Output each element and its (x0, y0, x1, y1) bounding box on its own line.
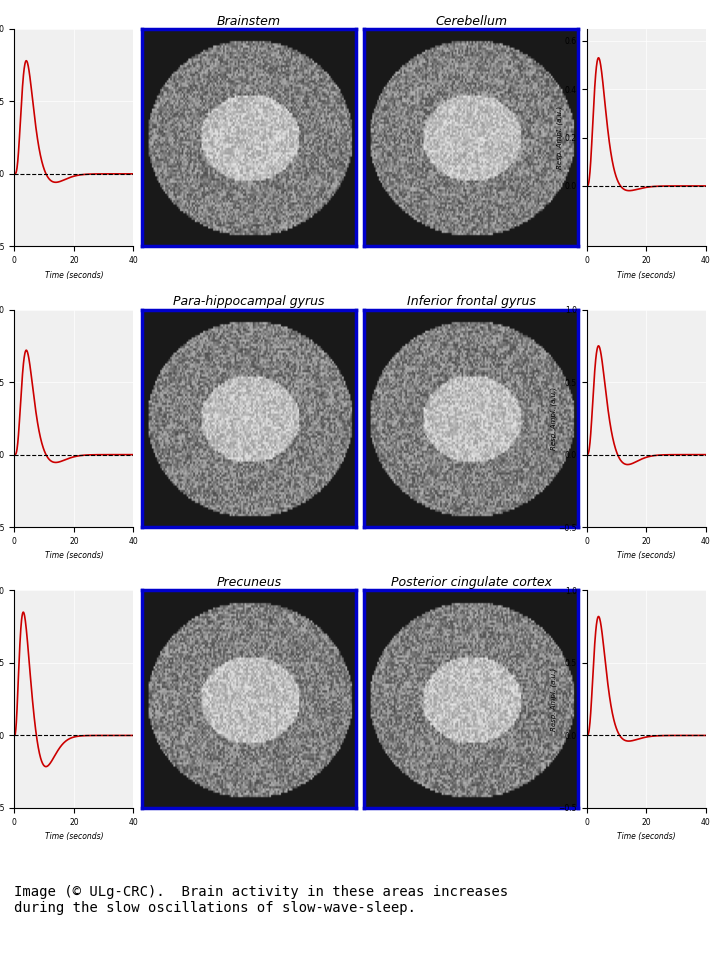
Title: Para-hippocampal gyrus: Para-hippocampal gyrus (173, 296, 325, 308)
X-axis label: Time (seconds): Time (seconds) (45, 832, 103, 841)
Title: Precuneus: Precuneus (216, 576, 282, 589)
X-axis label: Time (seconds): Time (seconds) (45, 271, 103, 279)
X-axis label: Time (seconds): Time (seconds) (45, 551, 103, 561)
Title: Inferior frontal gyrus: Inferior frontal gyrus (407, 296, 536, 308)
Y-axis label: Resp. Ampl. (a.u.): Resp. Ampl. (a.u.) (557, 106, 563, 169)
X-axis label: Time (seconds): Time (seconds) (617, 551, 675, 561)
Title: Posterior cingulate cortex: Posterior cingulate cortex (391, 576, 552, 589)
X-axis label: Time (seconds): Time (seconds) (617, 271, 675, 279)
X-axis label: Time (seconds): Time (seconds) (617, 832, 675, 841)
Title: Cerebellum: Cerebellum (435, 14, 507, 28)
Text: Image (© ULg-CRC).  Brain activity in these areas increases
during the slow osci: Image (© ULg-CRC). Brain activity in the… (14, 885, 508, 915)
Title: Brainstem: Brainstem (217, 14, 281, 28)
Y-axis label: Resp. Ampl. (a.u.): Resp. Ampl. (a.u.) (551, 667, 557, 731)
Y-axis label: Resp. Ampl. (a.u.): Resp. Ampl. (a.u.) (551, 387, 557, 450)
